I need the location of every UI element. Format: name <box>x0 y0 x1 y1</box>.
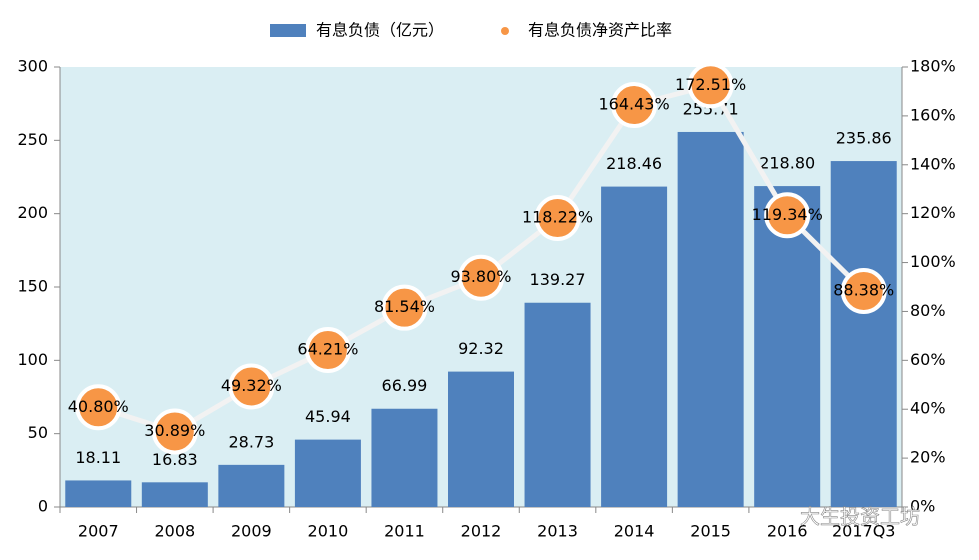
x-tick-label: 2007 <box>78 522 119 541</box>
bar <box>830 161 897 507</box>
line-value-label: 49.32% <box>221 376 282 395</box>
bar-value-label: 92.32 <box>458 339 504 358</box>
line-marker <box>75 384 122 431</box>
x-tick-label: 2009 <box>231 522 272 541</box>
line-value-label: 172.51% <box>675 75 746 94</box>
y2-tick-label: 0% <box>910 497 935 516</box>
line-marker <box>687 62 734 109</box>
bar <box>218 464 285 507</box>
y2-tick-label: 140% <box>910 154 956 173</box>
y2-tick-label: 180% <box>910 57 956 76</box>
y2-tick-label: 160% <box>910 105 956 124</box>
y-tick-label: 200 <box>17 203 48 222</box>
bar <box>601 186 668 508</box>
bar-value-label: 218.80 <box>759 154 815 173</box>
line-marker <box>534 195 581 242</box>
line-marker <box>840 267 887 314</box>
legend-label: 有息负债净资产比率 <box>528 21 672 40</box>
line-value-label: 81.54% <box>374 297 435 316</box>
bar-value-label: 18.11 <box>75 448 121 467</box>
bar-value-label: 16.83 <box>152 450 198 469</box>
y-tick-label: 300 <box>17 57 48 76</box>
line-marker <box>381 284 428 331</box>
line-value-label: 118.22% <box>522 208 593 227</box>
x-tick-label: 2008 <box>154 522 195 541</box>
line-value-label: 119.34% <box>752 205 823 224</box>
line-marker <box>228 363 275 410</box>
line-marker <box>764 192 811 239</box>
bar-value-label: 45.94 <box>305 407 351 426</box>
bar <box>524 302 591 507</box>
legend-label: 有息负债（亿元） <box>316 21 444 40</box>
x-tick-label: 2015 <box>690 522 731 541</box>
y2-tick-label: 120% <box>910 203 956 222</box>
y2-tick-label: 60% <box>910 350 946 369</box>
legend-swatch <box>270 24 306 37</box>
line-value-label: 40.80% <box>68 397 129 416</box>
y2-tick-label: 80% <box>910 301 946 320</box>
y-tick-label: 50 <box>28 423 48 442</box>
bar-value-label: 235.86 <box>836 129 892 148</box>
watermark: 大生投资工坊 <box>800 505 920 529</box>
bar-value-label: 139.27 <box>530 270 586 289</box>
line-marker <box>151 408 198 455</box>
x-tick-label: 2010 <box>308 522 349 541</box>
x-tick-label: 2017Q3 <box>832 522 896 541</box>
y2-tick-label: 100% <box>910 252 956 271</box>
bar-value-label: 218.46 <box>606 154 662 173</box>
line-value-label: 64.21% <box>297 340 358 359</box>
bar <box>65 480 132 507</box>
legend-swatch <box>501 27 509 35</box>
bar <box>371 408 438 507</box>
x-tick-label: 2012 <box>461 522 502 541</box>
x-tick-label: 2014 <box>614 522 655 541</box>
y-tick-label: 150 <box>17 277 48 296</box>
bar <box>448 371 514 507</box>
bar <box>141 482 208 507</box>
line-value-label: 164.43% <box>598 95 669 114</box>
line-value-label: 93.80% <box>450 267 511 286</box>
bar <box>294 439 361 507</box>
line-marker <box>611 82 658 129</box>
line-marker <box>304 327 351 374</box>
x-tick-label: 2013 <box>537 522 578 541</box>
y2-tick-label: 20% <box>910 448 946 467</box>
line-value-label: 30.89% <box>144 421 205 440</box>
y-tick-label: 100 <box>17 350 48 369</box>
line-marker <box>458 254 504 301</box>
y-tick-label: 250 <box>17 130 48 149</box>
bar-value-label: 66.99 <box>382 376 428 395</box>
y-tick-label: 0 <box>38 497 48 516</box>
y2-tick-label: 40% <box>910 399 946 418</box>
line-value-label: 88.38% <box>833 280 894 299</box>
x-tick-label: 2016 <box>767 522 808 541</box>
x-tick-label: 2011 <box>384 522 425 541</box>
bar-value-label: 28.73 <box>228 432 274 451</box>
bar <box>677 131 744 507</box>
